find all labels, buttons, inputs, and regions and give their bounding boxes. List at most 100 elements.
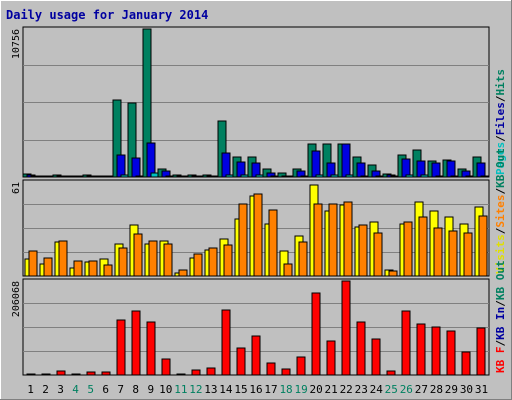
bar-visits-sites-30: [463, 232, 473, 277]
bar-kbytes-kb-f-1: [26, 373, 36, 376]
x-tick-label: 23: [355, 383, 368, 396]
panel-visits-legend: Visits/Sites/KB Out: [494, 148, 507, 274]
bar-visits-sites-18: [283, 263, 293, 277]
bar-kbytes-kb-f-12: [191, 369, 201, 376]
x-tick-label: 14: [219, 383, 233, 396]
bar-visits-sites-14: [223, 244, 233, 277]
bar-visits-sites-22: [343, 201, 353, 277]
bar-kbytes-kb-f-21: [326, 340, 336, 376]
legend-entry: KB Out: [494, 148, 507, 188]
bar-visits-sites-23: [358, 224, 368, 277]
bar-visits-sites-4: [73, 260, 83, 277]
bar-hits-files-8: [131, 157, 141, 178]
bar-kbytes-kb-f-29: [446, 330, 456, 376]
bar-hits-files-26: [401, 158, 411, 178]
bar-kbytes-kb-f-3: [56, 370, 66, 376]
x-tick-label: 1: [27, 383, 34, 396]
x-tick-label: 29: [445, 383, 458, 396]
bar-visits-sites-9: [148, 240, 158, 277]
x-tick-label: 3: [57, 383, 64, 396]
x-tick-label: 17: [264, 383, 277, 396]
bar-hits-files-7: [116, 154, 126, 178]
bar-kbytes-kb-f-4: [71, 373, 81, 376]
bar-kbytes-kb-f-14: [221, 309, 231, 376]
bar-visits-sites-17: [268, 209, 278, 277]
bar-visits-sites-21: [328, 203, 338, 277]
legend-entry: KB Out: [494, 260, 507, 300]
bar-visits-sites-11: [178, 269, 188, 277]
x-tick-label: 12: [189, 383, 202, 396]
bar-kbytes-kb-f-15: [236, 347, 246, 376]
legend-entry: /: [494, 227, 507, 234]
bar-visits-sites-16: [253, 193, 263, 277]
bar-visits-sites-29: [448, 230, 458, 277]
x-tick-label: 30: [460, 383, 473, 396]
x-tick-label: 16: [249, 383, 262, 396]
bar-hits-files-29: [446, 160, 456, 178]
x-tick-label: 15: [234, 383, 247, 396]
x-tick-label: 2: [42, 383, 49, 396]
bar-visits-sites-15: [238, 203, 248, 277]
legend-entry: /: [494, 300, 507, 307]
bar-visits-sites-13: [208, 247, 218, 277]
bar-hits-files-9: [146, 142, 156, 178]
bar-visits-sites-20: [313, 203, 323, 277]
bar-visits-sites-6: [103, 264, 113, 277]
x-tick-label: 27: [415, 383, 428, 396]
bar-kbytes-kb-f-27: [416, 323, 426, 376]
bar-kbytes-kb-f-24: [371, 338, 381, 376]
bar-kbytes-kb-f-25: [386, 370, 396, 376]
legend-entry: KB F: [494, 347, 507, 374]
bar-hits-files-22: [341, 143, 351, 178]
legend-entry: /: [494, 188, 507, 195]
x-tick-label: 20: [310, 383, 323, 396]
bar-kbytes-kb-f-8: [131, 310, 141, 376]
x-tick-label: 4: [72, 383, 79, 396]
bar-visits-sites-31: [478, 215, 488, 277]
bar-kbytes-kb-f-17: [266, 362, 276, 376]
bar-visits-sites-19: [298, 241, 308, 277]
bar-kbytes-kb-f-22: [341, 280, 351, 376]
chart-title: Daily usage for January 2014: [6, 8, 208, 22]
bar-visits-sites-1: [28, 250, 38, 277]
bar-kbytes-kb-f-9: [146, 321, 156, 376]
panel-hits-legend: Pages/Files/Hits: [494, 69, 507, 175]
panel-kbytes-legend: KB F/KB In/KB Out: [494, 260, 507, 373]
bar-kbytes-kb-f-2: [41, 373, 51, 376]
bar-visits-sites-8: [133, 233, 143, 277]
bar-hits-pages-31: [480, 175, 490, 178]
x-tick-label: 22: [340, 383, 353, 396]
bar-visits-sites-24: [373, 232, 383, 277]
bar-visits-sites-28: [433, 227, 443, 277]
bar-kbytes-kb-f-5: [86, 371, 96, 376]
bar-hits-files-31: [476, 162, 486, 178]
legend-entry: Sites: [494, 195, 507, 228]
bar-visits-sites-27: [418, 216, 428, 277]
bar-visits-sites-26: [403, 221, 413, 277]
bar-kbytes-kb-f-28: [431, 326, 441, 376]
legend-entry: /: [494, 135, 507, 142]
x-tick-label: 7: [117, 383, 124, 396]
bar-kbytes-kb-f-20: [311, 292, 321, 376]
panel-kbytes-ymax-label: 206068: [11, 281, 22, 317]
bar-visits-sites-12: [193, 253, 203, 277]
x-tick-label: 5: [87, 383, 94, 396]
x-tick-label: 26: [400, 383, 413, 396]
bar-hits-files-23: [356, 162, 366, 178]
x-tick-label: 19: [294, 383, 307, 396]
x-tick-label: 25: [385, 383, 398, 396]
legend-entry: /: [494, 95, 507, 102]
bar-kbytes-kb-f-10: [161, 358, 171, 376]
x-tick-label: 24: [370, 383, 384, 396]
bar-kbytes-kb-f-16: [251, 335, 261, 376]
bar-kbytes-kb-f-13: [206, 367, 216, 376]
bar-kbytes-kb-f-18: [281, 368, 291, 376]
x-tick-label: 6: [102, 383, 109, 396]
legend-entry: Visits: [494, 234, 507, 274]
panel-hits-ymax-label: 10756: [11, 29, 22, 59]
bar-kbytes-kb-f-26: [401, 310, 411, 376]
panel-visits-ymax-label: 61: [11, 182, 22, 194]
x-tick-label: 10: [159, 383, 172, 396]
